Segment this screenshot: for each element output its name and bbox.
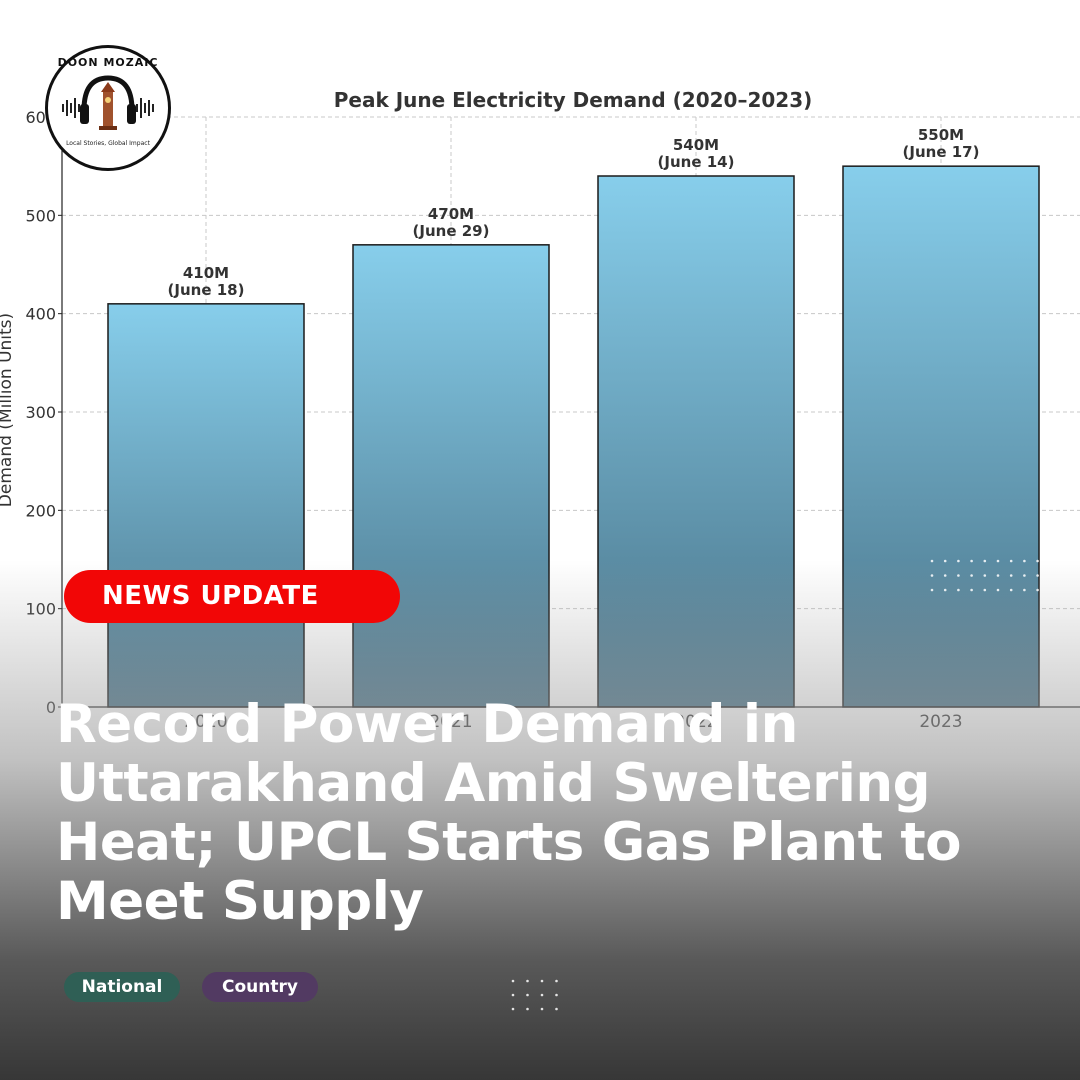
bar-value-label: 410M <box>183 264 229 282</box>
y-tick-label: 100 <box>25 600 56 619</box>
bar-value-label: 540M <box>673 136 719 154</box>
y-tick-label: 300 <box>25 403 56 422</box>
y-tick-label: 200 <box>25 501 56 520</box>
bar-2022 <box>597 175 795 708</box>
logo-tagline: Local Stories, Global Impact <box>66 140 150 147</box>
logo-name: DOON MOZAIC <box>57 56 159 69</box>
bar-2020 <box>107 303 305 708</box>
tag-country[interactable]: Country <box>202 972 318 1002</box>
doon-mozaic-logo: DOON MOZAIC Local Stories, Global Impact <box>45 45 171 171</box>
y-tick-label: 500 <box>25 206 56 225</box>
y-axis-label: Demand (Million Units) <box>0 313 16 507</box>
y-tick-label: 400 <box>25 305 56 324</box>
y-tick-label: 0 <box>46 698 56 717</box>
bar-date-label: (June 17) <box>903 143 980 161</box>
headline: Record Power Demand in Uttarakhand Amid … <box>56 694 962 932</box>
bar-2021 <box>352 244 550 708</box>
tag-national[interactable]: National <box>64 972 180 1002</box>
bar-2023 <box>842 165 1040 708</box>
bar-value-label: 550M <box>918 126 964 144</box>
headphone-lamp-icon <box>62 75 154 130</box>
bar-value-label: 470M <box>428 205 474 223</box>
chart-title: Peak June Electricity Demand (2020–2023) <box>334 88 813 112</box>
bar-date-label: (June 18) <box>168 281 245 299</box>
bar-date-label: (June 29) <box>413 222 490 240</box>
news-update-badge: NEWS UPDATE <box>64 570 400 623</box>
bar-date-label: (June 14) <box>658 153 735 171</box>
